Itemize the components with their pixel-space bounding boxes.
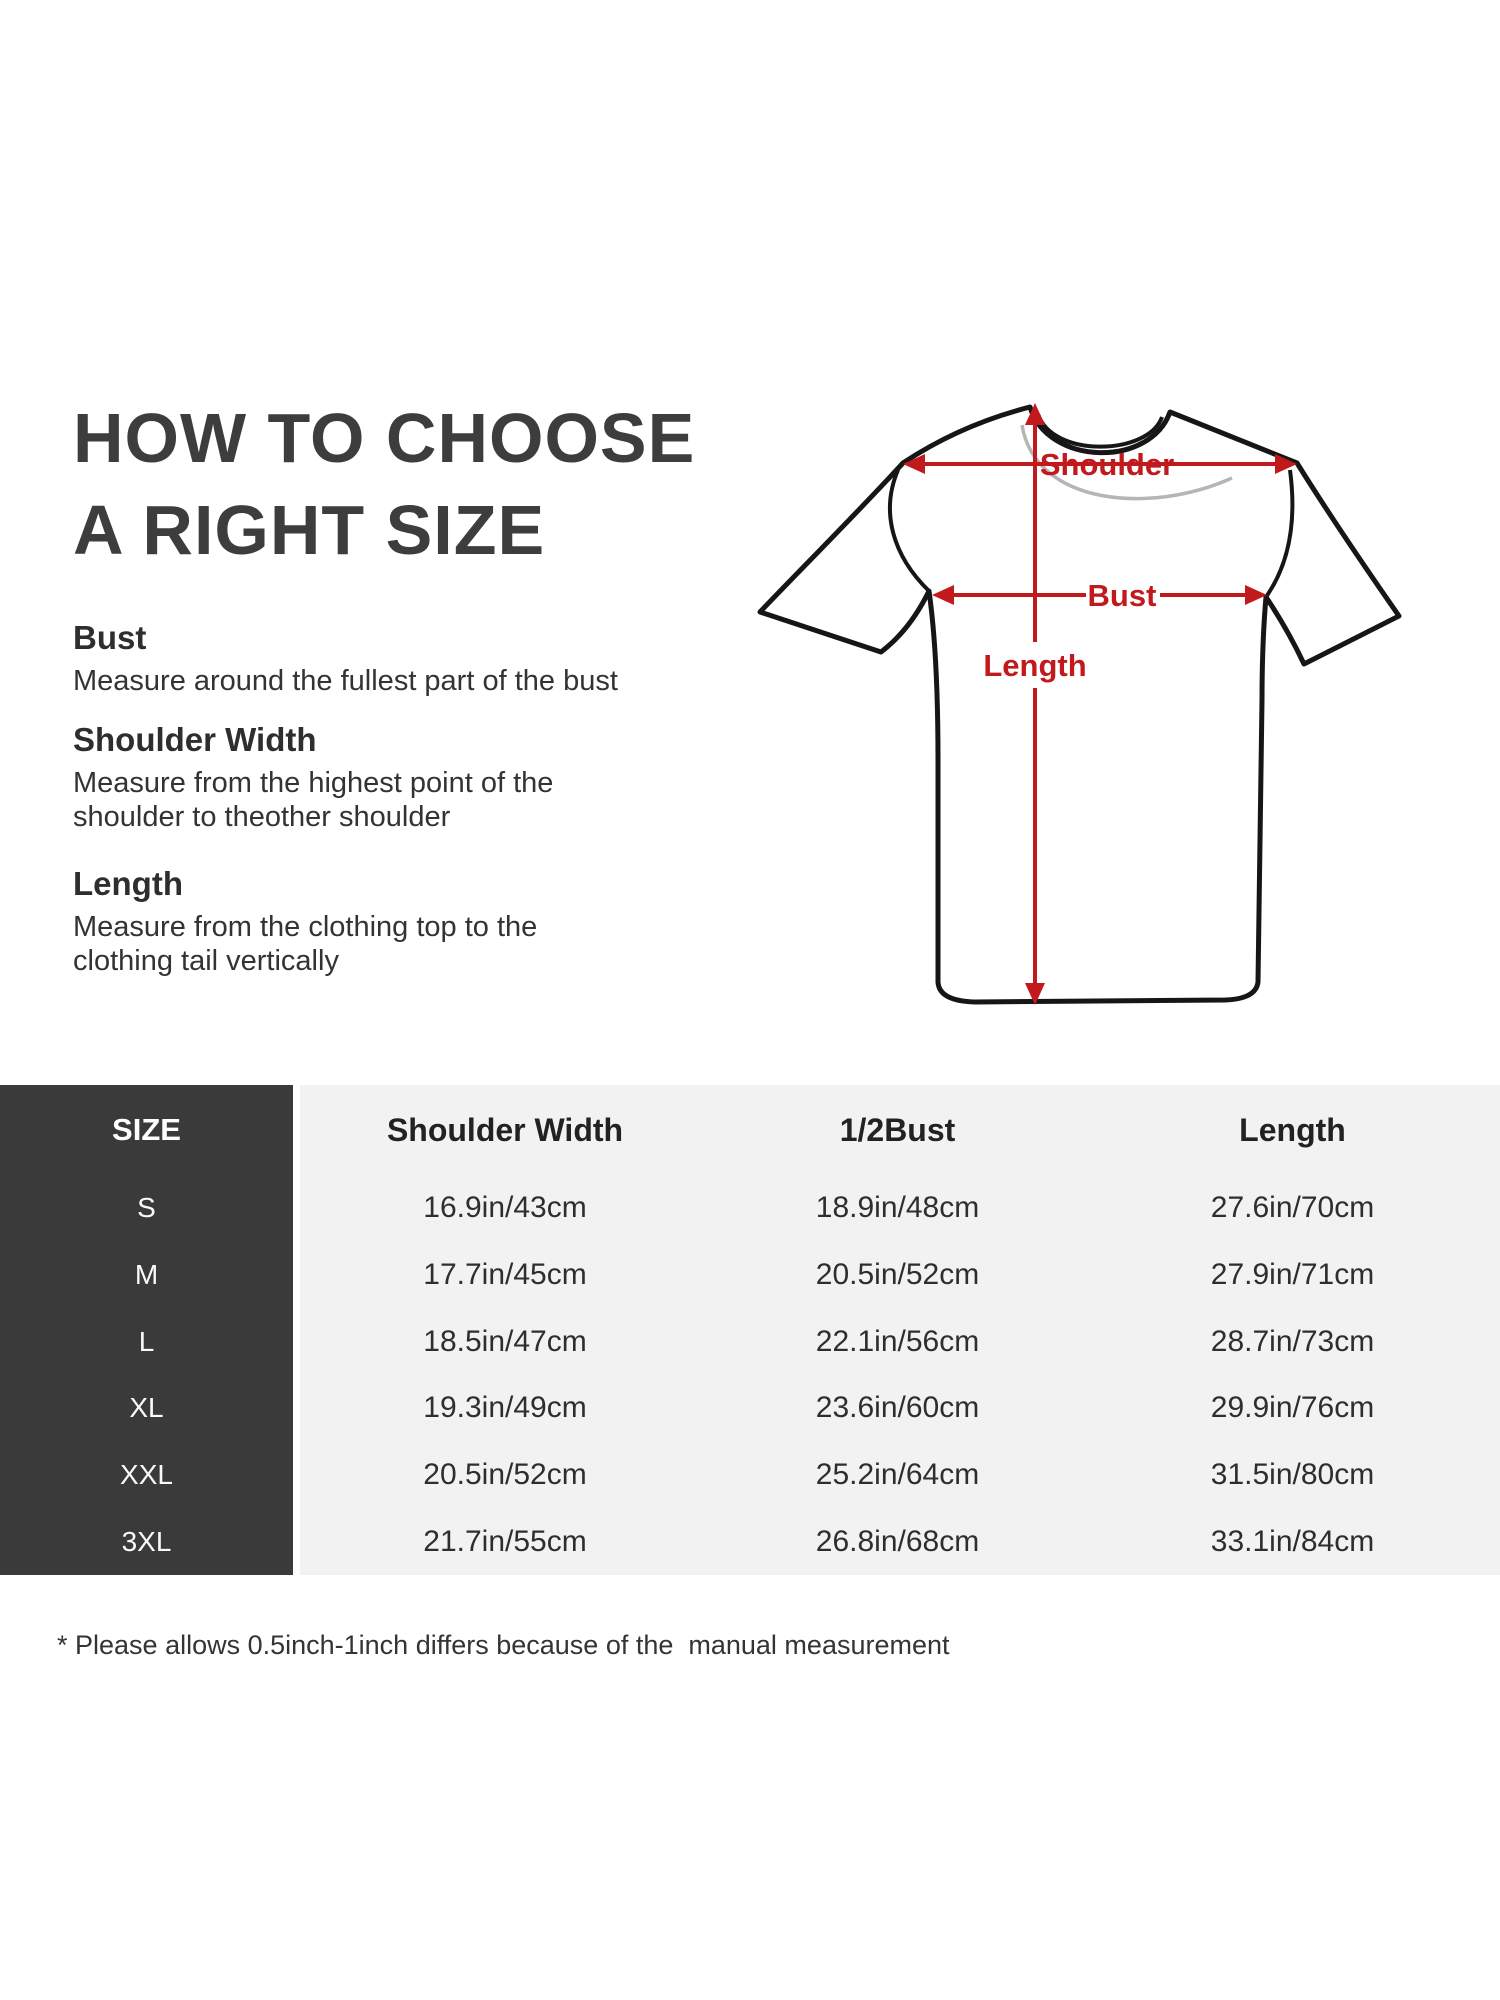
instruction-length-heading: Length (73, 865, 183, 902)
bust-arrow (932, 585, 1267, 605)
collar-inner-line (1036, 413, 1164, 449)
shoulder-label: Shoulder (1040, 447, 1174, 482)
size-table-row-3xl-size: 3XL (0, 1508, 300, 1575)
left-armhole-seam (888, 469, 931, 593)
size-table-row-s-size: S (0, 1175, 300, 1242)
shoulder-arrow (903, 454, 1297, 474)
page-title-line2: A RIGHT SIZE (73, 491, 546, 569)
measurement-disclaimer: * Please allows 0.5inch-1inch differs be… (57, 1630, 950, 1660)
collar-shadow (1020, 424, 1233, 501)
right-armhole-seam (1264, 469, 1295, 599)
size-table-header-length: Length (1085, 1085, 1500, 1175)
size-table-row-xxl-shoulder: 20.5in/52cm (300, 1441, 710, 1509)
instruction-bust-text: Measure around the fullest part of the b… (73, 665, 618, 697)
size-table-row-3xl-length: 33.1in/84cm (1085, 1508, 1500, 1575)
size-table-row-l-size: L (0, 1308, 300, 1375)
size-table-row-3xl-bust: 26.8in/68cm (710, 1508, 1085, 1575)
size-table-row-s-shoulder: 16.9in/43cm (300, 1175, 710, 1242)
size-table-header-half-bust: 1/2Bust (710, 1085, 1085, 1175)
instruction-bust: Bust Measure around the fullest part of … (73, 618, 618, 698)
size-table-row-s-length: 27.6in/70cm (1085, 1175, 1500, 1242)
tshirt-measurement-diagram: Shoulder Bust Length (757, 403, 1402, 1005)
length-arrow (1025, 403, 1045, 1005)
size-table-row-m-size: M (0, 1241, 300, 1309)
instruction-shoulder-width-heading: Shoulder Width (73, 721, 317, 758)
instruction-shoulder-width-text-line2: shoulder to theother shoulder (73, 801, 451, 833)
page-title: HOW TO CHOOSE A RIGHT SIZE (73, 392, 695, 576)
instruction-shoulder-width: Shoulder Width Measure from the highest … (73, 720, 553, 834)
instruction-length-text-line1: Measure from the clothing top to the (73, 911, 538, 943)
tshirt-outline (757, 404, 1402, 1005)
size-table-row-m-length: 27.9in/71cm (1085, 1241, 1500, 1309)
size-table: SIZE Shoulder Width 1/2Bust Length S 16.… (0, 1085, 1500, 1575)
size-table-row-xxl-bust: 25.2in/64cm (710, 1441, 1085, 1509)
instruction-shoulder-width-text-line1: Measure from the highest point of the (73, 767, 554, 799)
page-title-line1: HOW TO CHOOSE (73, 399, 696, 477)
instruction-bust-heading: Bust (73, 619, 147, 656)
size-table-row-l-bust: 22.1in/56cm (710, 1308, 1085, 1375)
measurement-annotations: Shoulder Bust Length (903, 403, 1297, 1005)
size-table-header-shoulder-width: Shoulder Width (300, 1085, 710, 1175)
instruction-length: Length Measure from the clothing top to … (73, 864, 537, 978)
size-table-row-xxl-size: XXL (0, 1441, 300, 1509)
size-table-row-xl-size: XL (0, 1374, 300, 1442)
size-table-row-l-length: 28.7in/73cm (1085, 1308, 1500, 1375)
length-label: Length (983, 648, 1086, 683)
bust-label: Bust (1088, 578, 1157, 613)
size-table-row-3xl-shoulder: 21.7in/55cm (300, 1508, 710, 1575)
size-table-row-xxl-length: 31.5in/80cm (1085, 1441, 1500, 1509)
size-table-row-xl-shoulder: 19.3in/49cm (300, 1374, 710, 1442)
size-table-row-s-bust: 18.9in/48cm (710, 1175, 1085, 1242)
size-table-header-size: SIZE (0, 1085, 300, 1175)
size-table-row-xl-bust: 23.6in/60cm (710, 1374, 1085, 1442)
size-table-row-m-bust: 20.5in/52cm (710, 1241, 1085, 1309)
size-table-row-l-shoulder: 18.5in/47cm (300, 1308, 710, 1375)
size-table-row-m-shoulder: 17.7in/45cm (300, 1241, 710, 1309)
size-table-row-xl-length: 29.9in/76cm (1085, 1374, 1500, 1442)
instruction-length-text-line2: clothing tail vertically (73, 945, 339, 977)
